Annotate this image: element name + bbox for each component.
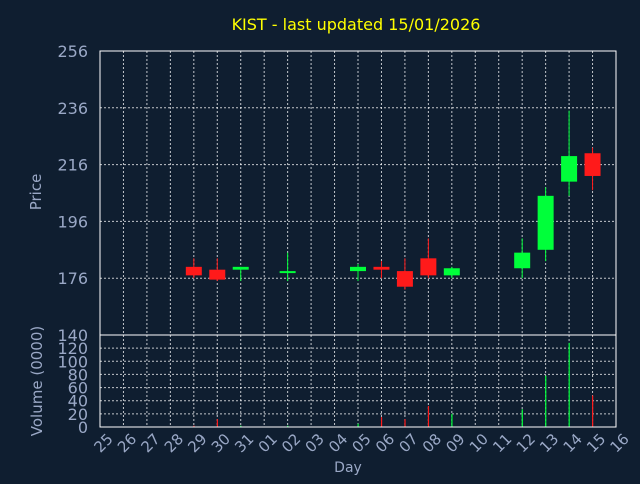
candle-body: [232, 266, 249, 270]
candle-body: [350, 266, 366, 272]
volume-tick-label: 80: [68, 365, 88, 384]
volume-tick-label: 120: [57, 339, 88, 358]
volume-axis-label: Volume (0000): [28, 326, 46, 436]
volume-panel-frame: [99, 334, 617, 428]
x-tick-label: 26: [114, 430, 140, 456]
x-tick-label: 28: [161, 430, 187, 456]
volume-tick-label: 40: [68, 392, 88, 411]
candle-body: [561, 156, 578, 182]
volume-bar: [287, 425, 289, 427]
volume-bar: [357, 423, 359, 427]
volume-bar: [451, 413, 453, 427]
x-tick-label: 30: [208, 430, 234, 456]
price-tick-label: 176: [57, 269, 88, 288]
candle-body: [537, 195, 554, 250]
volume-bar: [545, 375, 547, 427]
x-tick-labels: 2526272829303101020304050607080910111213…: [91, 430, 633, 456]
price-tick-label: 196: [57, 212, 88, 231]
volume-grid: [99, 334, 617, 428]
x-tick-label: 03: [302, 430, 328, 456]
candle-body: [209, 269, 226, 280]
x-tick-label: 04: [325, 430, 351, 456]
candle-body: [396, 271, 413, 287]
x-tick-label: 27: [137, 430, 163, 456]
x-tick-label: 05: [349, 430, 375, 456]
price-tick-label: 256: [57, 42, 88, 61]
price-tick-labels: 176 196 216 236 256: [57, 42, 88, 288]
volume-tick-label: 100: [57, 352, 88, 371]
volume-tick-label: 0: [78, 418, 88, 437]
x-tick-label: 06: [372, 430, 398, 456]
candle-body: [373, 266, 390, 270]
price-tick-label: 236: [57, 99, 88, 118]
x-tick-label: 10: [466, 430, 492, 456]
volume-bar: [404, 419, 406, 427]
x-tick-label: 13: [536, 430, 562, 456]
volume-tick-label: 60: [68, 379, 88, 398]
volume-tick-label: 140: [57, 326, 88, 345]
candle-body: [514, 252, 531, 269]
price-grid: [99, 50, 617, 335]
x-tick-label: 31: [231, 430, 257, 456]
volume-bar: [193, 425, 195, 427]
x-tick-label: 25: [91, 430, 117, 456]
volume-bar: [240, 425, 242, 427]
volume-bar: [427, 405, 430, 427]
candle-body: [420, 258, 437, 276]
x-tick-label: 08: [419, 430, 445, 456]
x-tick-label: 11: [489, 430, 515, 456]
x-tick-label: 07: [395, 430, 421, 456]
candle-body: [185, 266, 202, 276]
volume-bars: [193, 342, 594, 427]
volume-bar: [216, 419, 218, 427]
x-tick-label: 14: [560, 430, 586, 456]
x-tick-label: 02: [278, 430, 304, 456]
x-tick-label: 29: [184, 430, 210, 456]
x-tick-label: 16: [607, 430, 633, 456]
volume-bar: [568, 342, 570, 427]
price-candles: [185, 110, 601, 290]
volume-bar: [592, 395, 594, 427]
x-axis-label: Day: [334, 460, 362, 476]
x-tick-label: 15: [583, 430, 609, 456]
candle-body: [279, 271, 296, 274]
candle-body: [584, 153, 601, 176]
chart-title: KIST - last updated 15/01/2026: [232, 15, 481, 34]
volume-tick-label: 20: [68, 405, 88, 424]
price-tick-label: 216: [57, 156, 88, 175]
volume-bar: [380, 417, 383, 427]
panel-frames: [99, 50, 617, 428]
x-tick-label: 09: [442, 430, 468, 456]
volume-bar: [521, 409, 523, 427]
x-tick-label: 12: [513, 430, 539, 456]
x-tick-label: 01: [255, 430, 281, 456]
candle-body: [443, 268, 460, 276]
price-axis-label: Price: [27, 174, 45, 211]
